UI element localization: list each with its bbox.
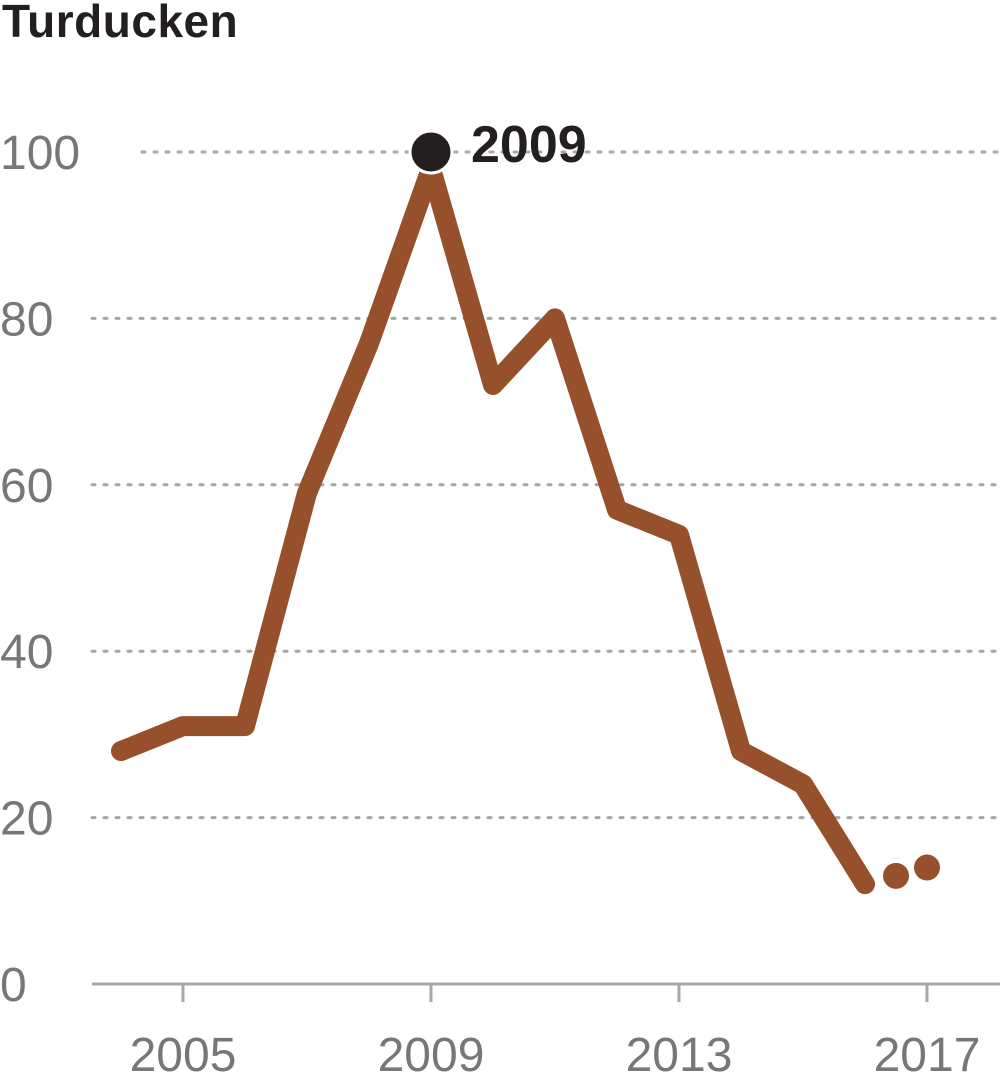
y-tick-label-60: 60: [0, 460, 53, 513]
series-line: [111, 158, 875, 895]
x-tick-label-2005: 2005: [130, 1029, 237, 1072]
y-tick-label-0: 0: [0, 959, 27, 1012]
x-tick-label-2017: 2017: [874, 1029, 981, 1072]
x-axis: [92, 982, 1000, 1002]
extra-point-2: [914, 854, 940, 881]
y-tick-label-20: 20: [0, 793, 53, 846]
extra-point-1: [883, 862, 909, 889]
highlight-layer: 2009: [408, 116, 587, 175]
x-tick-label-2009: 2009: [378, 1029, 485, 1072]
x-tick-labels: 2005 2009 2013 2017: [130, 1029, 981, 1072]
y-tick-label-40: 40: [0, 626, 53, 679]
series-layer: [111, 158, 940, 895]
x-tick-label-2013: 2013: [626, 1029, 733, 1072]
peak-label: 2009: [471, 116, 587, 174]
chart-title: Turducken: [2, 0, 239, 47]
peak-marker: [408, 129, 454, 175]
y-tick-label-80: 80: [0, 293, 53, 346]
grid-lines: [90, 150, 1000, 820]
y-tick-label-100: 100: [0, 127, 80, 180]
y-tick-labels: 0 20 40 60 80 100: [0, 127, 80, 1012]
